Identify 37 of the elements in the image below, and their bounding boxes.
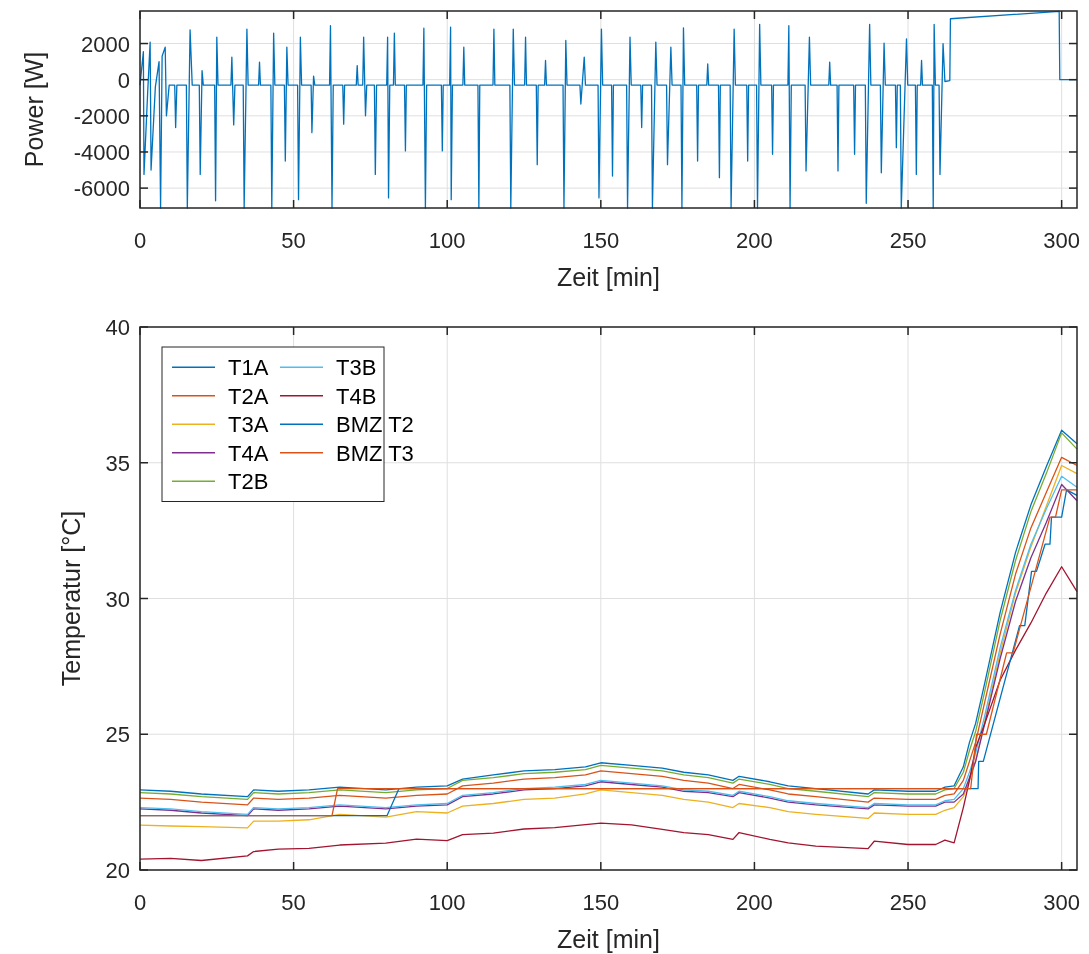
y-axis-title: Power [W] xyxy=(19,51,48,168)
x-axis-title: Zeit [min] xyxy=(557,925,660,953)
y-tick-label: 30 xyxy=(105,586,130,612)
y-tick-label: -2000 xyxy=(73,103,130,129)
y-tick-label: 40 xyxy=(105,315,130,340)
x-tick-label: 50 xyxy=(281,890,306,915)
x-axis-title: Zeit [min] xyxy=(557,263,660,291)
x-tick-label: 0 xyxy=(133,228,147,253)
legend-label: BMZ T3 xyxy=(336,440,414,466)
legend-label: T2B xyxy=(228,469,269,495)
x-tick-label: 300 xyxy=(1043,228,1080,253)
y-tick-label: -4000 xyxy=(73,139,130,165)
x-tick-label: 150 xyxy=(582,890,620,915)
x-tick-label: 300 xyxy=(1043,890,1080,915)
y-tick-label: 0 xyxy=(117,67,130,93)
x-tick-label: 200 xyxy=(736,228,773,253)
x-tick-label: 100 xyxy=(428,890,466,915)
legend-label: T4B xyxy=(336,383,377,409)
legend-label: T3B xyxy=(336,355,377,381)
legend-label: T1A xyxy=(228,355,269,381)
x-tick-label: 100 xyxy=(428,228,466,253)
legend-label: T4A xyxy=(228,440,269,466)
x-tick-label: 200 xyxy=(736,890,773,915)
x-tick-label: 150 xyxy=(582,228,620,253)
y-tick-label: 35 xyxy=(105,450,130,476)
y-tick-label: 2000 xyxy=(81,31,130,57)
x-tick-label: 250 xyxy=(889,228,927,253)
x-tick-label: 250 xyxy=(889,890,927,915)
y-tick-label: 25 xyxy=(105,722,130,748)
y-tick-label: -6000 xyxy=(73,176,130,202)
y-tick-label: 20 xyxy=(105,858,130,883)
legend-label: BMZ T2 xyxy=(336,412,414,438)
legend-label: T2A xyxy=(228,383,269,409)
x-tick-label: 50 xyxy=(281,228,306,253)
x-tick-label: 0 xyxy=(133,890,147,915)
legend-label: T3A xyxy=(228,412,269,438)
y-axis-title: Temperatur [°C] xyxy=(57,510,85,687)
